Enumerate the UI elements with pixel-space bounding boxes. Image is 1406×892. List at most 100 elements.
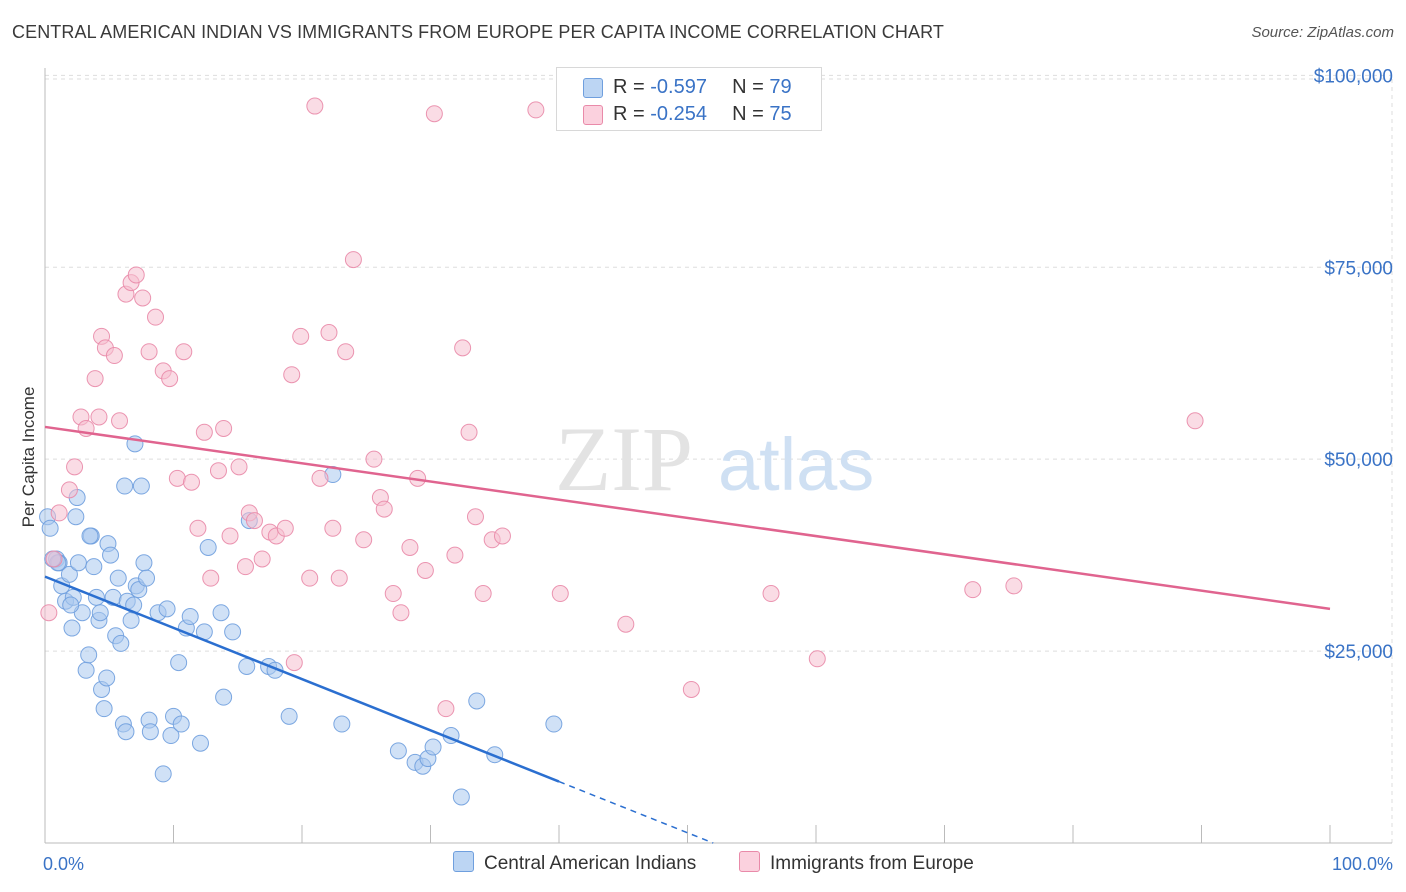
point-immigrant-from-europe (460, 423, 478, 441)
point-immigrant-from-europe (617, 615, 635, 633)
y-tick-label: $50,000 (1324, 450, 1393, 471)
point-immigrant-from-europe (344, 251, 362, 269)
x-tick-label: 100.0% (1332, 854, 1393, 874)
point-immigrant-from-europe (416, 561, 434, 579)
point-central-american-indian (333, 715, 351, 733)
point-immigrant-from-europe (311, 469, 329, 487)
legend-r-label: R = (613, 103, 645, 125)
point-immigrant-from-europe (105, 347, 123, 365)
point-immigrant-from-europe (306, 97, 324, 115)
point-central-american-indian (85, 558, 103, 576)
point-central-american-indian (162, 727, 180, 745)
point-central-american-indian (172, 715, 190, 733)
y-axis-label: Per Capita Income (19, 387, 38, 528)
point-central-american-indian (170, 654, 188, 672)
point-immigrant-from-europe (401, 538, 419, 556)
point-immigrant-from-europe (209, 462, 227, 480)
trend-lines (44, 425, 1331, 844)
y-tick-label: $25,000 (1324, 642, 1393, 663)
point-central-american-indian (122, 611, 140, 629)
trend-line-blue-extension (558, 780, 714, 844)
point-immigrant-from-europe (60, 481, 78, 499)
point-central-american-indian (132, 477, 150, 495)
point-immigrant-from-europe (551, 585, 569, 603)
point-central-american-indian (158, 600, 176, 618)
point-immigrant-from-europe (215, 419, 233, 437)
point-immigrant-from-europe (134, 289, 152, 307)
point-central-american-indian (41, 519, 59, 537)
chart-title: CENTRAL AMERICAN INDIAN VS IMMIGRANTS FR… (12, 22, 944, 42)
point-immigrant-from-europe (90, 408, 108, 426)
point-immigrant-from-europe (964, 581, 982, 599)
point-central-american-indian (224, 623, 242, 641)
watermark-zip: ZIP (555, 408, 693, 510)
point-central-american-indian (191, 734, 209, 752)
point-immigrant-from-europe (1186, 412, 1204, 430)
point-immigrant-from-europe (454, 339, 472, 357)
point-immigrant-from-europe (236, 558, 254, 576)
point-central-american-indian (389, 742, 407, 760)
x-tick-label: 0.0% (43, 854, 84, 874)
point-central-american-indian (62, 596, 80, 614)
point-immigrant-from-europe (253, 550, 271, 568)
point-central-american-indian (154, 765, 172, 783)
axes (44, 68, 1392, 844)
point-central-american-indian (181, 608, 199, 626)
point-immigrant-from-europe (40, 604, 58, 622)
point-immigrant-from-europe (140, 343, 158, 361)
point-central-american-indian (77, 661, 95, 679)
point-central-american-indian (95, 700, 113, 718)
point-immigrant-from-europe (527, 101, 545, 119)
y-tick-label: $100,000 (1314, 66, 1393, 87)
point-immigrant-from-europe (320, 324, 338, 342)
point-central-american-indian (60, 565, 78, 583)
source-label: Source: ZipAtlas.com (1251, 24, 1394, 41)
point-immigrant-from-europe (337, 343, 355, 361)
point-central-american-indian (141, 723, 159, 741)
point-central-american-indian (238, 657, 256, 675)
legend-swatch-blue (583, 78, 603, 98)
trend-line-pink (44, 425, 1331, 611)
point-immigrant-from-europe (45, 550, 63, 568)
tick-labels: $25,000 $50,000 $75,000 $100,000 0.0% 100.0% (43, 66, 1393, 874)
point-immigrant-from-europe (182, 473, 200, 491)
point-immigrant-from-europe (161, 370, 179, 388)
point-immigrant-from-europe (189, 519, 207, 537)
point-immigrant-from-europe (50, 504, 68, 522)
point-immigrant-from-europe (375, 500, 393, 518)
point-immigrant-from-europe (446, 546, 464, 564)
point-immigrant-from-europe (66, 458, 84, 476)
legend-n-label: N = (732, 76, 764, 98)
point-central-american-indian (112, 634, 130, 652)
point-central-american-indian (116, 477, 134, 495)
point-immigrant-from-europe (384, 585, 402, 603)
point-immigrant-from-europe (168, 469, 186, 487)
point-central-american-indian (199, 538, 217, 556)
point-immigrant-from-europe (195, 423, 213, 441)
point-immigrant-from-europe (221, 527, 239, 545)
series-immigrants-from-europe (40, 97, 1204, 718)
point-central-american-indian (91, 604, 109, 622)
point-central-american-indian (424, 738, 442, 756)
point-immigrant-from-europe (230, 458, 248, 476)
point-immigrant-from-europe (365, 450, 383, 468)
point-immigrant-from-europe (127, 266, 145, 284)
bottom-legend-pink: Immigrants from Europe (739, 851, 974, 875)
point-central-american-indian (468, 692, 486, 710)
bottom-legend-label-pink: Immigrants from Europe (770, 853, 974, 874)
point-immigrant-from-europe (425, 105, 443, 123)
bottom-legend-swatch-blue (453, 851, 474, 872)
legend-r-value-pink: -0.254 (650, 103, 707, 125)
point-central-american-indian (81, 527, 99, 545)
point-immigrant-from-europe (762, 585, 780, 603)
point-immigrant-from-europe (147, 308, 165, 326)
point-central-american-indian (135, 554, 153, 572)
stats-legend: R = -0.597 N = 79 R = -0.254 N = 75 (556, 67, 822, 131)
point-immigrant-from-europe (324, 519, 342, 537)
bottom-legend-blue: Central American Indians (453, 851, 696, 875)
bottom-legend-label-blue: Central American Indians (484, 853, 697, 874)
legend-swatch-pink (583, 105, 603, 125)
point-central-american-indian (80, 646, 98, 664)
point-immigrant-from-europe (292, 327, 310, 345)
